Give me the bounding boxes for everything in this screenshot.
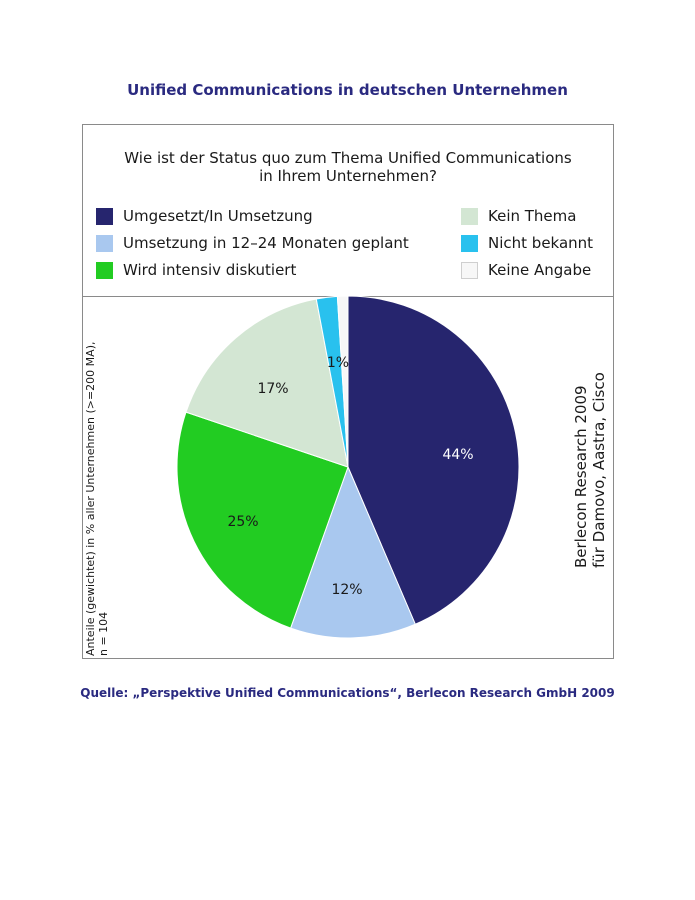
legend-area: Wie ist der Status quo zum Thema Unified… [83,125,613,297]
question-line-1: Wie ist der Status quo zum Thema Unified… [124,149,572,167]
pie-slice [336,296,349,468]
chart-frame: Wie ist der Status quo zum Thema Unified… [82,124,614,659]
slice-value-label: 25% [227,514,258,530]
source-note: Quelle: „Perspektive Unified Communicati… [80,686,615,700]
legend-item-diskutiert: Wird intensiv diskutiert [96,260,296,280]
legend-label: Kein Thema [488,207,577,225]
pie-chart: 44% 12% 25% 17% 1% [176,296,520,639]
y-axis-label-line-2: n = 104 [97,611,110,656]
legend-item-geplant: Umsetzung in 12–24 Monaten geplant [96,233,409,253]
legend-label: Umsetzung in 12–24 Monaten geplant [123,234,409,252]
y-axis-label-line-1: Anteile (gewichtet) in % aller Unternehm… [84,341,97,656]
pie-slice [176,411,349,629]
legend-swatch [461,207,478,225]
legend-item-kein-thema: Kein Thema [461,206,576,226]
legend-swatch [96,261,113,279]
question-line-2: in Ihrem Unternehmen? [259,167,437,185]
side-source-line-1: Berlecon Research 2009 [572,385,590,568]
legend-swatch [461,261,478,279]
chart-question: Wie ist der Status quo zum Thema Unified… [83,149,613,185]
slice-value-label: 44% [442,447,473,463]
slice-value-label: 17% [257,381,288,397]
legend-swatch [461,234,478,252]
legend-label: Wird intensiv diskutiert [123,261,297,279]
page-title: Unified Communications in deutschen Unte… [127,81,568,99]
legend-item-nicht-bekannt: Nicht bekannt [461,233,593,253]
slice-value-label: 1% [327,355,349,371]
slice-value-label: 12% [331,582,362,598]
side-source-note: Berlecon Research 2009 für Damovo, Aastr… [572,308,608,568]
y-axis-label: Anteile (gewichtet) in % aller Unternehm… [84,296,110,656]
legend-label: Umgesetzt/In Umsetzung [123,207,313,225]
pie-slice [289,465,416,639]
legend-swatch [96,234,113,252]
legend-item-umgesetzt: Umgesetzt/In Umsetzung [96,206,313,226]
legend-label: Nicht bekannt [488,234,594,252]
pie-slice [347,296,520,625]
side-source-line-2: für Damovo, Aastra, Cisco [590,372,608,568]
legend-item-keine-angabe: Keine Angabe [461,260,591,280]
legend-swatch [96,207,113,225]
legend-label: Keine Angabe [488,261,592,279]
pie-slice [185,298,349,468]
